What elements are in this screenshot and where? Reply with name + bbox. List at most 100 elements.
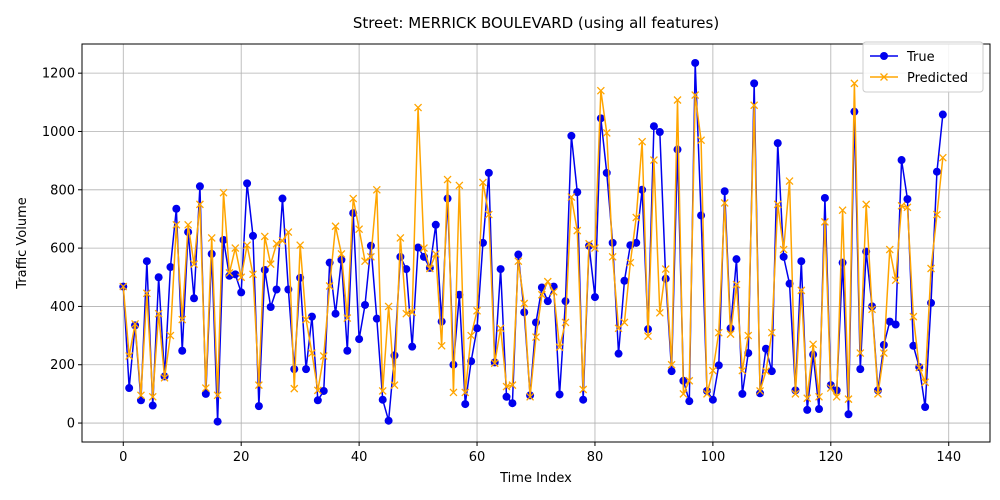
y-tick-label: 400 <box>50 300 75 315</box>
data-point-true <box>685 397 694 406</box>
data-point-true <box>567 131 576 140</box>
data-point-predicted <box>390 381 399 390</box>
data-point-true <box>190 294 199 303</box>
x-tick-label: 100 <box>700 450 725 465</box>
data-point-predicted <box>154 309 163 318</box>
data-point-true <box>891 320 900 329</box>
data-point-predicted <box>355 225 364 234</box>
data-point-predicted <box>738 366 747 375</box>
data-point-predicted <box>325 282 334 290</box>
data-point-predicted <box>626 258 635 267</box>
data-point-true <box>561 297 570 306</box>
data-point-predicted <box>549 287 558 296</box>
x-axis-ticks: 0 20 40 60 80 100 120 140 <box>119 442 961 465</box>
grid-lines <box>82 44 990 442</box>
data-point-true <box>756 389 765 398</box>
y-tick-label: 200 <box>50 358 75 373</box>
data-point-predicted <box>243 241 252 250</box>
chart-title: Street: MERRICK BOULEVARD (using all fea… <box>353 14 719 32</box>
data-point-predicted <box>184 220 193 229</box>
legend: True Predicted <box>862 41 984 93</box>
data-point-true <box>384 416 393 425</box>
data-point-predicted <box>644 332 652 341</box>
data-point-predicted <box>313 386 322 395</box>
data-point-predicted <box>844 395 853 404</box>
data-point-predicted <box>596 86 605 95</box>
data-point-true <box>343 346 352 355</box>
data-point-true <box>201 389 210 398</box>
data-point-predicted <box>591 244 599 253</box>
data-point-predicted <box>555 343 564 352</box>
data-point-true <box>797 257 806 266</box>
data-point-predicted <box>879 349 888 358</box>
data-point-true <box>278 194 287 203</box>
data-point-predicted <box>932 210 941 219</box>
data-point-true <box>691 58 700 67</box>
data-point-true <box>632 238 641 247</box>
data-point-predicted <box>614 324 623 333</box>
data-point-predicted <box>532 333 540 341</box>
x-axis-label: Time Index <box>499 471 572 486</box>
data-point-predicted <box>927 264 935 273</box>
data-point-predicted <box>496 324 505 333</box>
data-point-true <box>815 405 824 414</box>
data-point-true <box>714 361 723 370</box>
data-point-true <box>461 400 470 409</box>
y-axis-ticks: 0 200 400 600 800 1000 1200 <box>42 67 82 432</box>
x-tick-label: 20 <box>233 450 250 465</box>
data-point-predicted <box>697 136 706 145</box>
data-point-predicted <box>526 392 535 401</box>
data-point-true <box>195 182 204 191</box>
data-point-predicted <box>425 264 434 273</box>
data-point-predicted <box>414 103 423 112</box>
data-point-predicted <box>207 233 216 242</box>
data-point-predicted <box>125 352 134 360</box>
data-point-predicted <box>278 236 287 245</box>
data-point-predicted <box>343 314 352 323</box>
data-point-predicted <box>785 177 794 185</box>
data-point-true <box>720 187 729 196</box>
x-tick-label: 140 <box>936 450 961 465</box>
data-point-true <box>272 285 281 294</box>
data-point-predicted <box>809 340 818 349</box>
data-point-true <box>773 139 782 148</box>
data-point-predicted <box>296 241 305 250</box>
data-point-predicted <box>514 257 523 266</box>
data-point-predicted <box>372 185 381 194</box>
data-point-true <box>921 403 930 412</box>
data-point-true <box>620 276 629 285</box>
x-tick-label: 120 <box>818 450 843 465</box>
data-point-true <box>449 360 458 369</box>
x-tick-label: 60 <box>469 450 486 465</box>
data-point-predicted <box>384 302 393 311</box>
data-point-predicted <box>284 228 293 237</box>
data-point-predicted <box>691 91 700 99</box>
data-point-predicted <box>319 352 328 360</box>
data-point-true <box>732 255 741 264</box>
legend-predicted-label: Predicted <box>907 71 968 86</box>
data-point-predicted <box>142 289 151 298</box>
data-point-true <box>361 300 370 309</box>
data-point-true <box>496 265 505 274</box>
data-point-predicted <box>461 388 470 397</box>
data-point-predicted <box>302 315 311 324</box>
data-point-true <box>767 367 776 376</box>
data-point-predicted <box>337 249 346 258</box>
data-point-predicted <box>443 175 452 184</box>
data-point-true <box>803 405 812 414</box>
data-point-true <box>243 179 252 188</box>
data-point-true <box>897 156 906 165</box>
data-point-true <box>856 365 865 374</box>
data-point-true <box>172 204 181 213</box>
data-point-predicted <box>732 280 741 289</box>
data-point-predicted <box>579 385 588 394</box>
data-point-true <box>596 114 605 123</box>
data-point-true <box>414 243 423 252</box>
data-point-predicted <box>266 260 275 269</box>
plot-frame <box>81 43 991 443</box>
data-point-predicted <box>850 79 859 88</box>
data-point-predicted <box>378 387 387 395</box>
data-point-true <box>319 386 328 395</box>
data-point-true <box>649 122 658 131</box>
